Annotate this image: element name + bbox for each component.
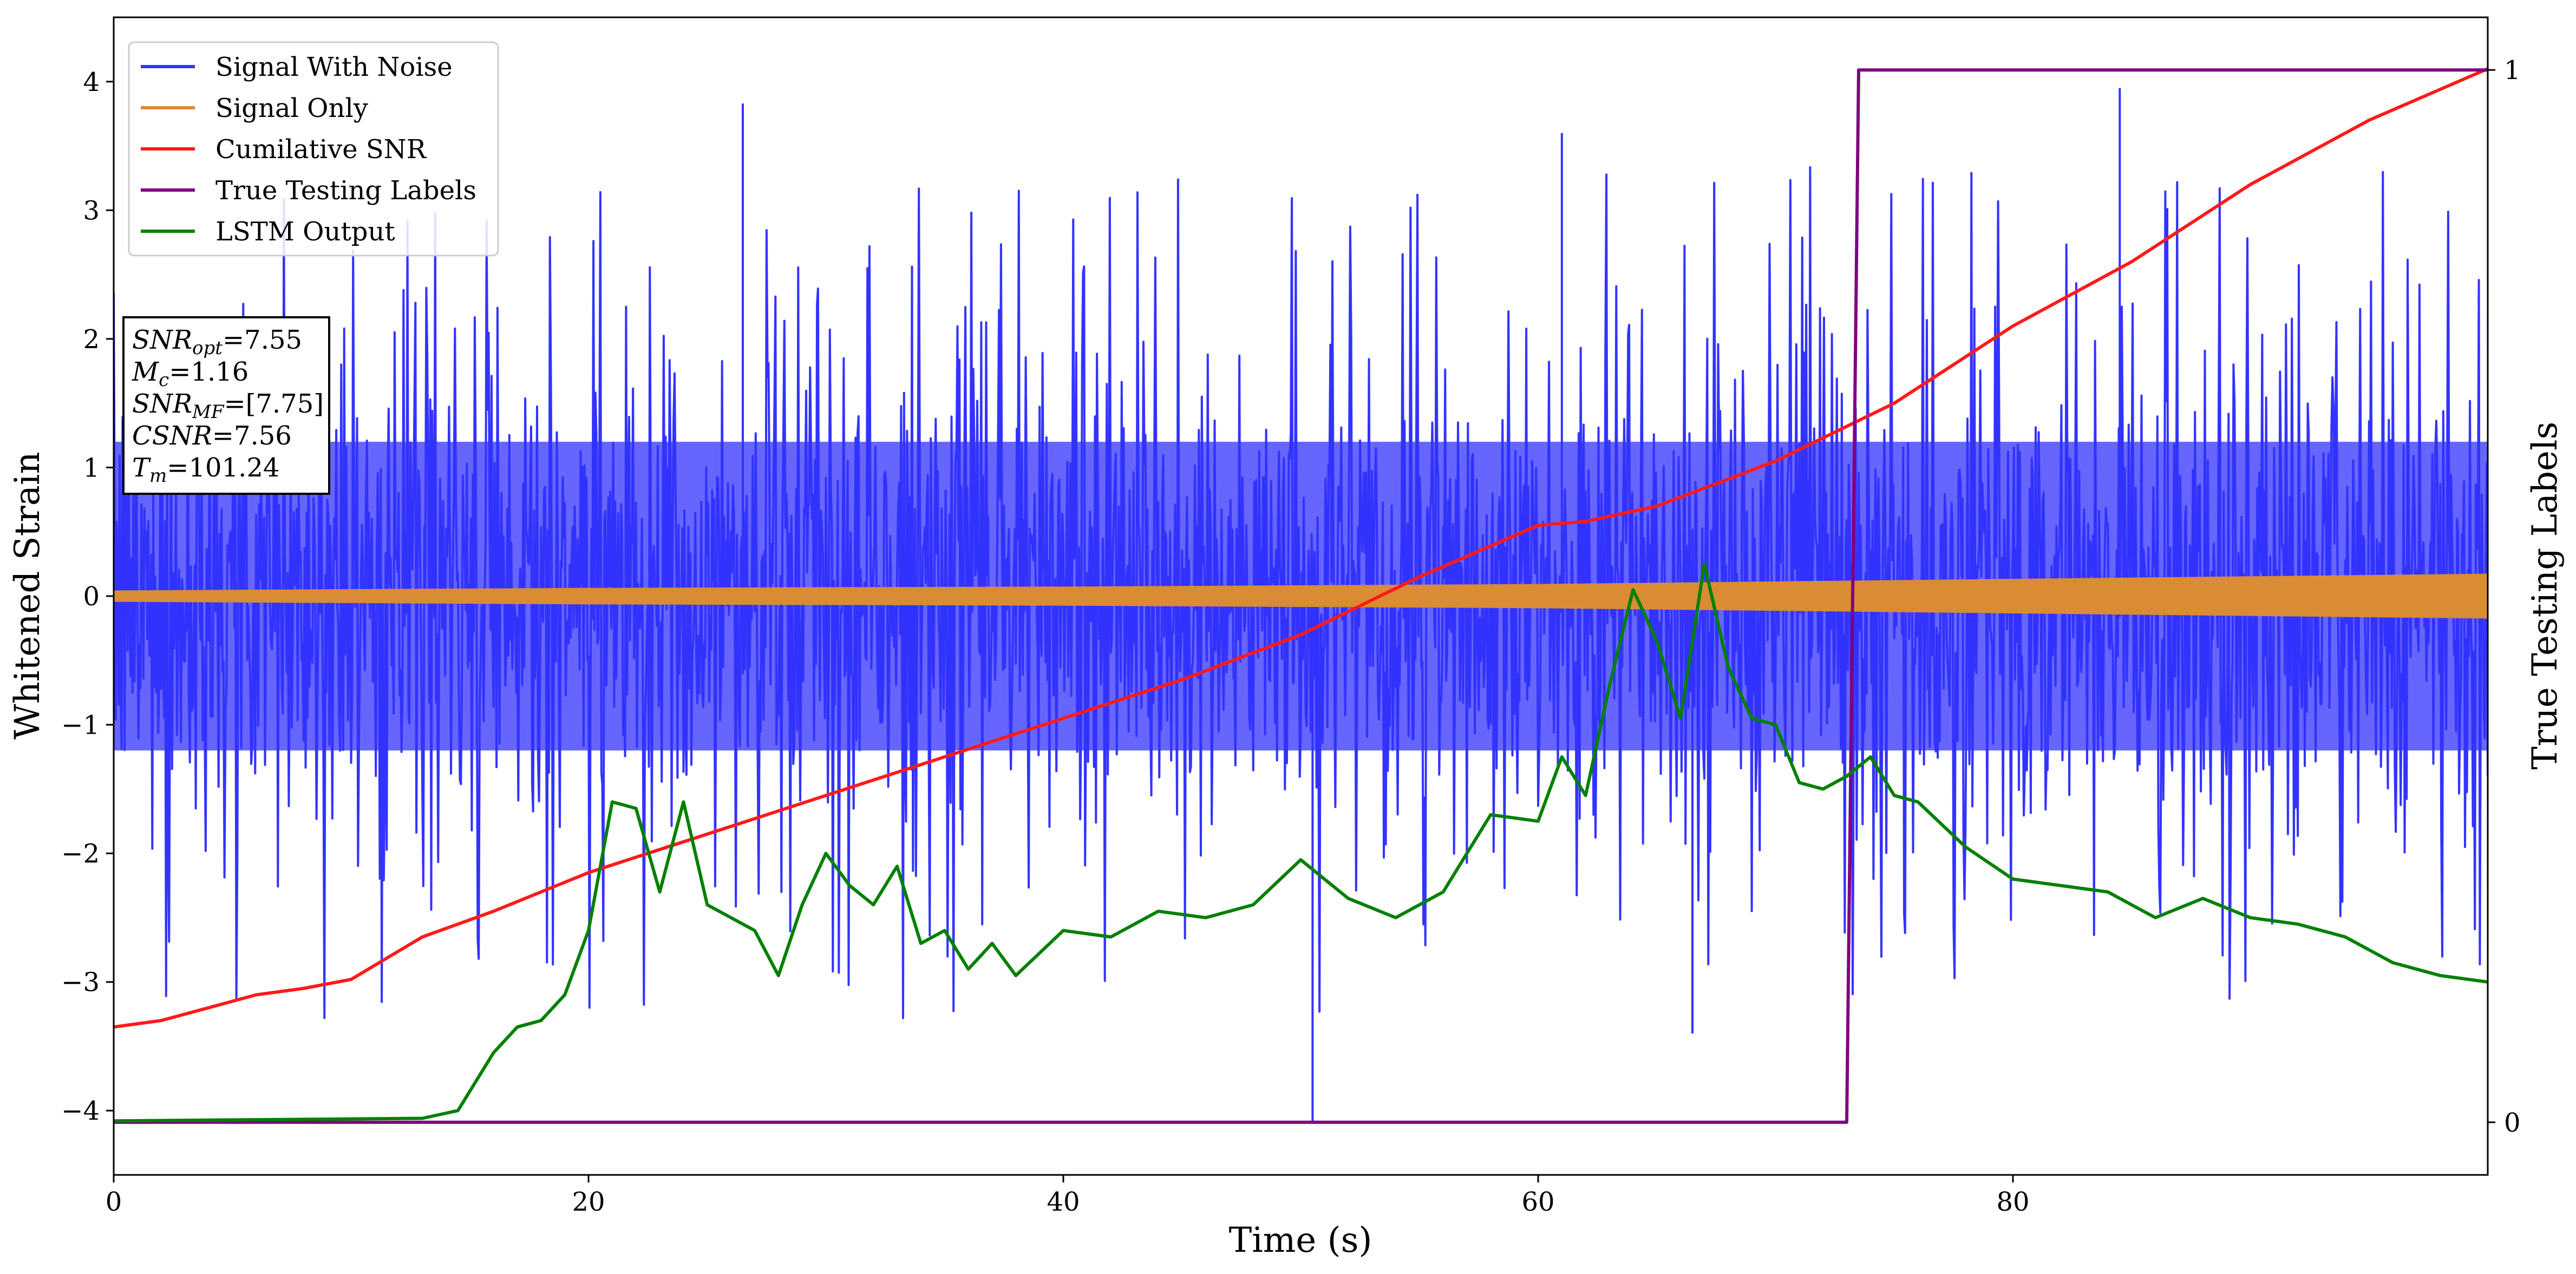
y-left-tick-label: 1: [83, 453, 100, 483]
y-left-tick-label: 4: [83, 67, 100, 97]
y-axis-right-label: True Testing Labels: [2525, 422, 2565, 770]
annotation-line: SNRopt=7.55: [132, 325, 302, 359]
y-left-tick-label: −4: [61, 1096, 100, 1126]
series-true-testing-labels: [114, 68, 2488, 1124]
signal-only-band: [114, 573, 2488, 619]
legend-entry: Signal Only: [215, 93, 368, 123]
y-axis-right: 01: [2488, 55, 2521, 1138]
x-tick-label: 40: [1047, 1187, 1080, 1217]
legend: Signal With Noise Signal Only Cumilative S…: [128, 41, 499, 257]
legend-entry: LSTM Output: [215, 217, 395, 247]
y-left-tick-label: −3: [61, 968, 100, 998]
y-right-tick-label: 1: [2504, 55, 2521, 86]
legend-frame: [128, 41, 499, 257]
annotation-frame: [122, 316, 330, 495]
y-axis-left-label: Whitened Strain: [8, 452, 48, 739]
y-right-tick-label: 0: [2504, 1108, 2521, 1138]
legend-entry: Cumilative SNR: [215, 134, 427, 165]
x-tick-label: 20: [572, 1187, 605, 1217]
x-tick-label: 0: [106, 1187, 122, 1217]
x-tick-label: 80: [1996, 1187, 2029, 1217]
plot-area: [114, 67, 2488, 1124]
annotation-line: CSNR=7.56: [132, 421, 292, 451]
y-left-tick-label: 2: [83, 324, 100, 355]
series-signal-only: [114, 573, 2488, 619]
x-axis-label: Time (s): [1229, 1220, 1372, 1260]
x-axis: 0 20 40 60 80: [106, 1175, 2030, 1217]
y-left-tick-label: −2: [61, 839, 100, 869]
y-left-tick-label: −1: [61, 710, 100, 741]
legend-entry: Signal With Noise: [215, 52, 453, 82]
y-left-tick-label: 3: [83, 195, 100, 226]
annotation-line: SNRMF=[7.75]: [132, 389, 324, 423]
series-cumilative-snr: [114, 67, 2488, 1029]
series-lstm-output: [114, 562, 2488, 1123]
annotation-line: Mc=1.16: [132, 357, 249, 391]
y-axis-left: −4 −3 −2 −1 0 1 2 3 4: [61, 67, 114, 1126]
legend-entry: True Testing Labels: [215, 175, 476, 206]
y-left-tick-label: 0: [83, 582, 100, 612]
x-tick-label: 60: [1521, 1187, 1554, 1217]
annotation-box: SNRopt=7.55Mc=1.16SNRMF=[7.75]CSNR=7.56T…: [122, 316, 330, 495]
annotation-line: Tm=101.24: [132, 453, 279, 487]
